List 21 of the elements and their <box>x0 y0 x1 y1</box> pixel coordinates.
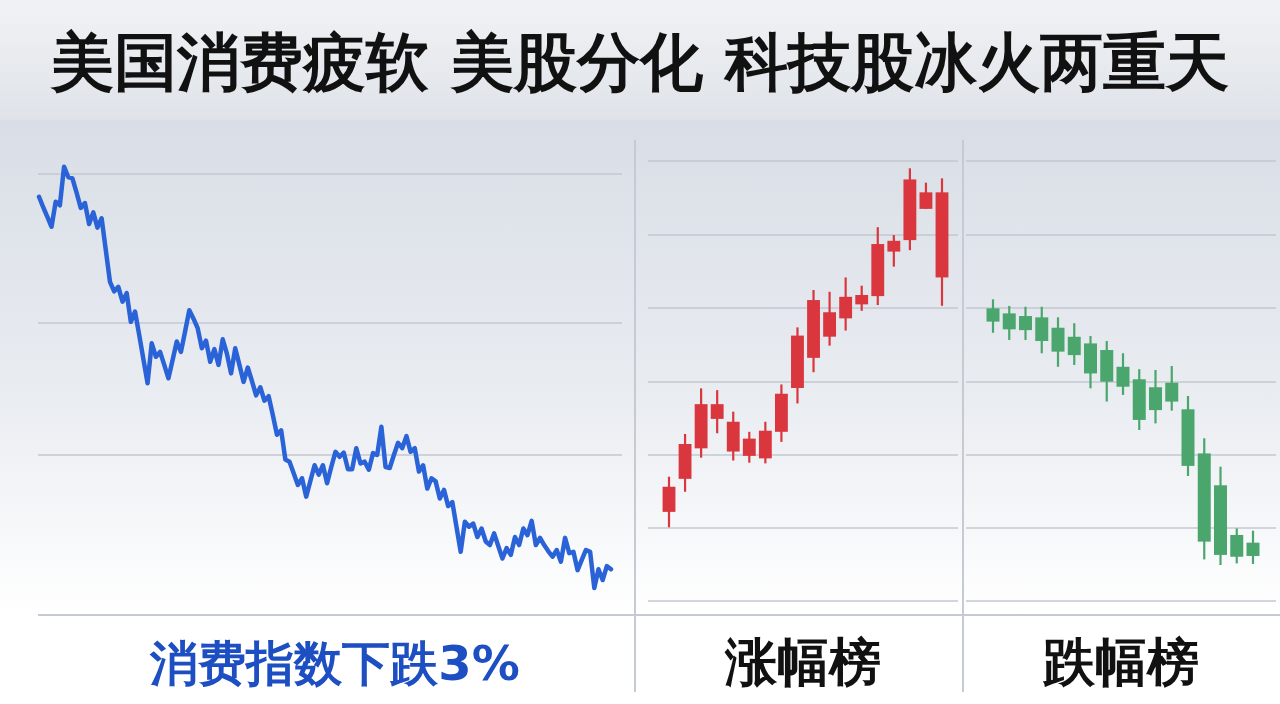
candlestick <box>855 284 869 312</box>
candlestick <box>1002 304 1016 342</box>
candlestick <box>919 181 933 210</box>
candlestick <box>1116 352 1130 397</box>
x-axis-title: 消费指数下跌3% <box>149 635 520 691</box>
candlestick <box>742 430 756 464</box>
candlestick <box>1019 305 1032 342</box>
candlestick <box>1246 529 1260 566</box>
candlestick <box>1067 322 1081 367</box>
candlestick <box>710 389 724 435</box>
candlestick <box>1051 316 1065 368</box>
candlestick <box>1165 364 1179 412</box>
x-axis-title: 涨幅榜 <box>724 632 881 692</box>
chart-title: 美国消费疲软 美股分化 科技股冰火两重天 <box>50 26 1229 99</box>
candlestick <box>1230 527 1244 565</box>
candlestick <box>839 276 853 332</box>
x-axis-title: 跌幅榜 <box>1042 632 1199 692</box>
candlestick <box>1035 305 1049 355</box>
candlestick <box>986 298 1000 334</box>
candlestick <box>1149 368 1162 425</box>
candlestick <box>887 233 901 268</box>
